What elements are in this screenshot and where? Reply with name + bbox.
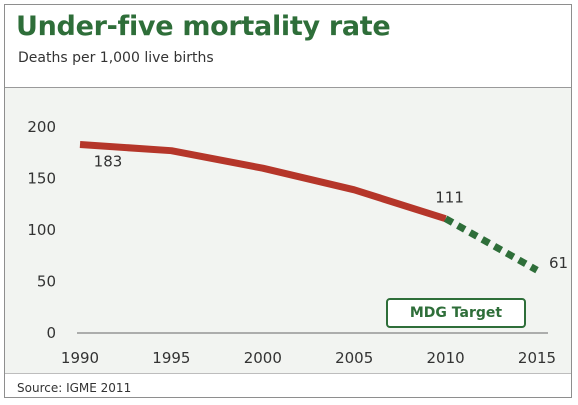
chart-subtitle: Deaths per 1,000 live births [18, 50, 214, 66]
data-label-111: 111 [435, 189, 464, 207]
header-divider [5, 87, 571, 88]
chart-title: Under-five mortality rate [16, 11, 391, 42]
data-label-61: 61 [549, 254, 568, 272]
data-label-183: 183 [94, 153, 123, 171]
x-tick-label-2005: 2005 [335, 349, 373, 367]
x-tick-label-2015: 2015 [518, 349, 556, 367]
x-tick-label-2010: 2010 [427, 349, 465, 367]
y-tick-labels: 0 50 100 150 200 [27, 118, 56, 342]
chart-frame: Under-five mortality rate Deaths per 1,0… [4, 4, 572, 398]
x-tick-label-1990: 1990 [61, 349, 99, 367]
y-tick-label-200: 200 [27, 118, 56, 136]
chart-header: Under-five mortality rate Deaths per 1,0… [5, 5, 571, 87]
footer-divider [5, 373, 571, 374]
y-tick-label-50: 50 [37, 273, 56, 291]
y-tick-label-150: 150 [27, 170, 56, 188]
x-tick-labels: 1990 1995 2000 2005 2010 2015 [61, 349, 556, 367]
y-tick-label-0: 0 [46, 324, 56, 342]
chart-source: Source: IGME 2011 [17, 381, 132, 395]
mdg-target-badge: MDG Target [386, 298, 526, 328]
series-line-target [443, 215, 539, 274]
series-line-actual [79, 141, 447, 223]
x-tick-label-1995: 1995 [152, 349, 190, 367]
series-layer [79, 141, 539, 274]
x-tick-label-2000: 2000 [244, 349, 282, 367]
y-tick-label-100: 100 [27, 221, 56, 239]
data-labels: 183 111 61 [94, 153, 568, 273]
